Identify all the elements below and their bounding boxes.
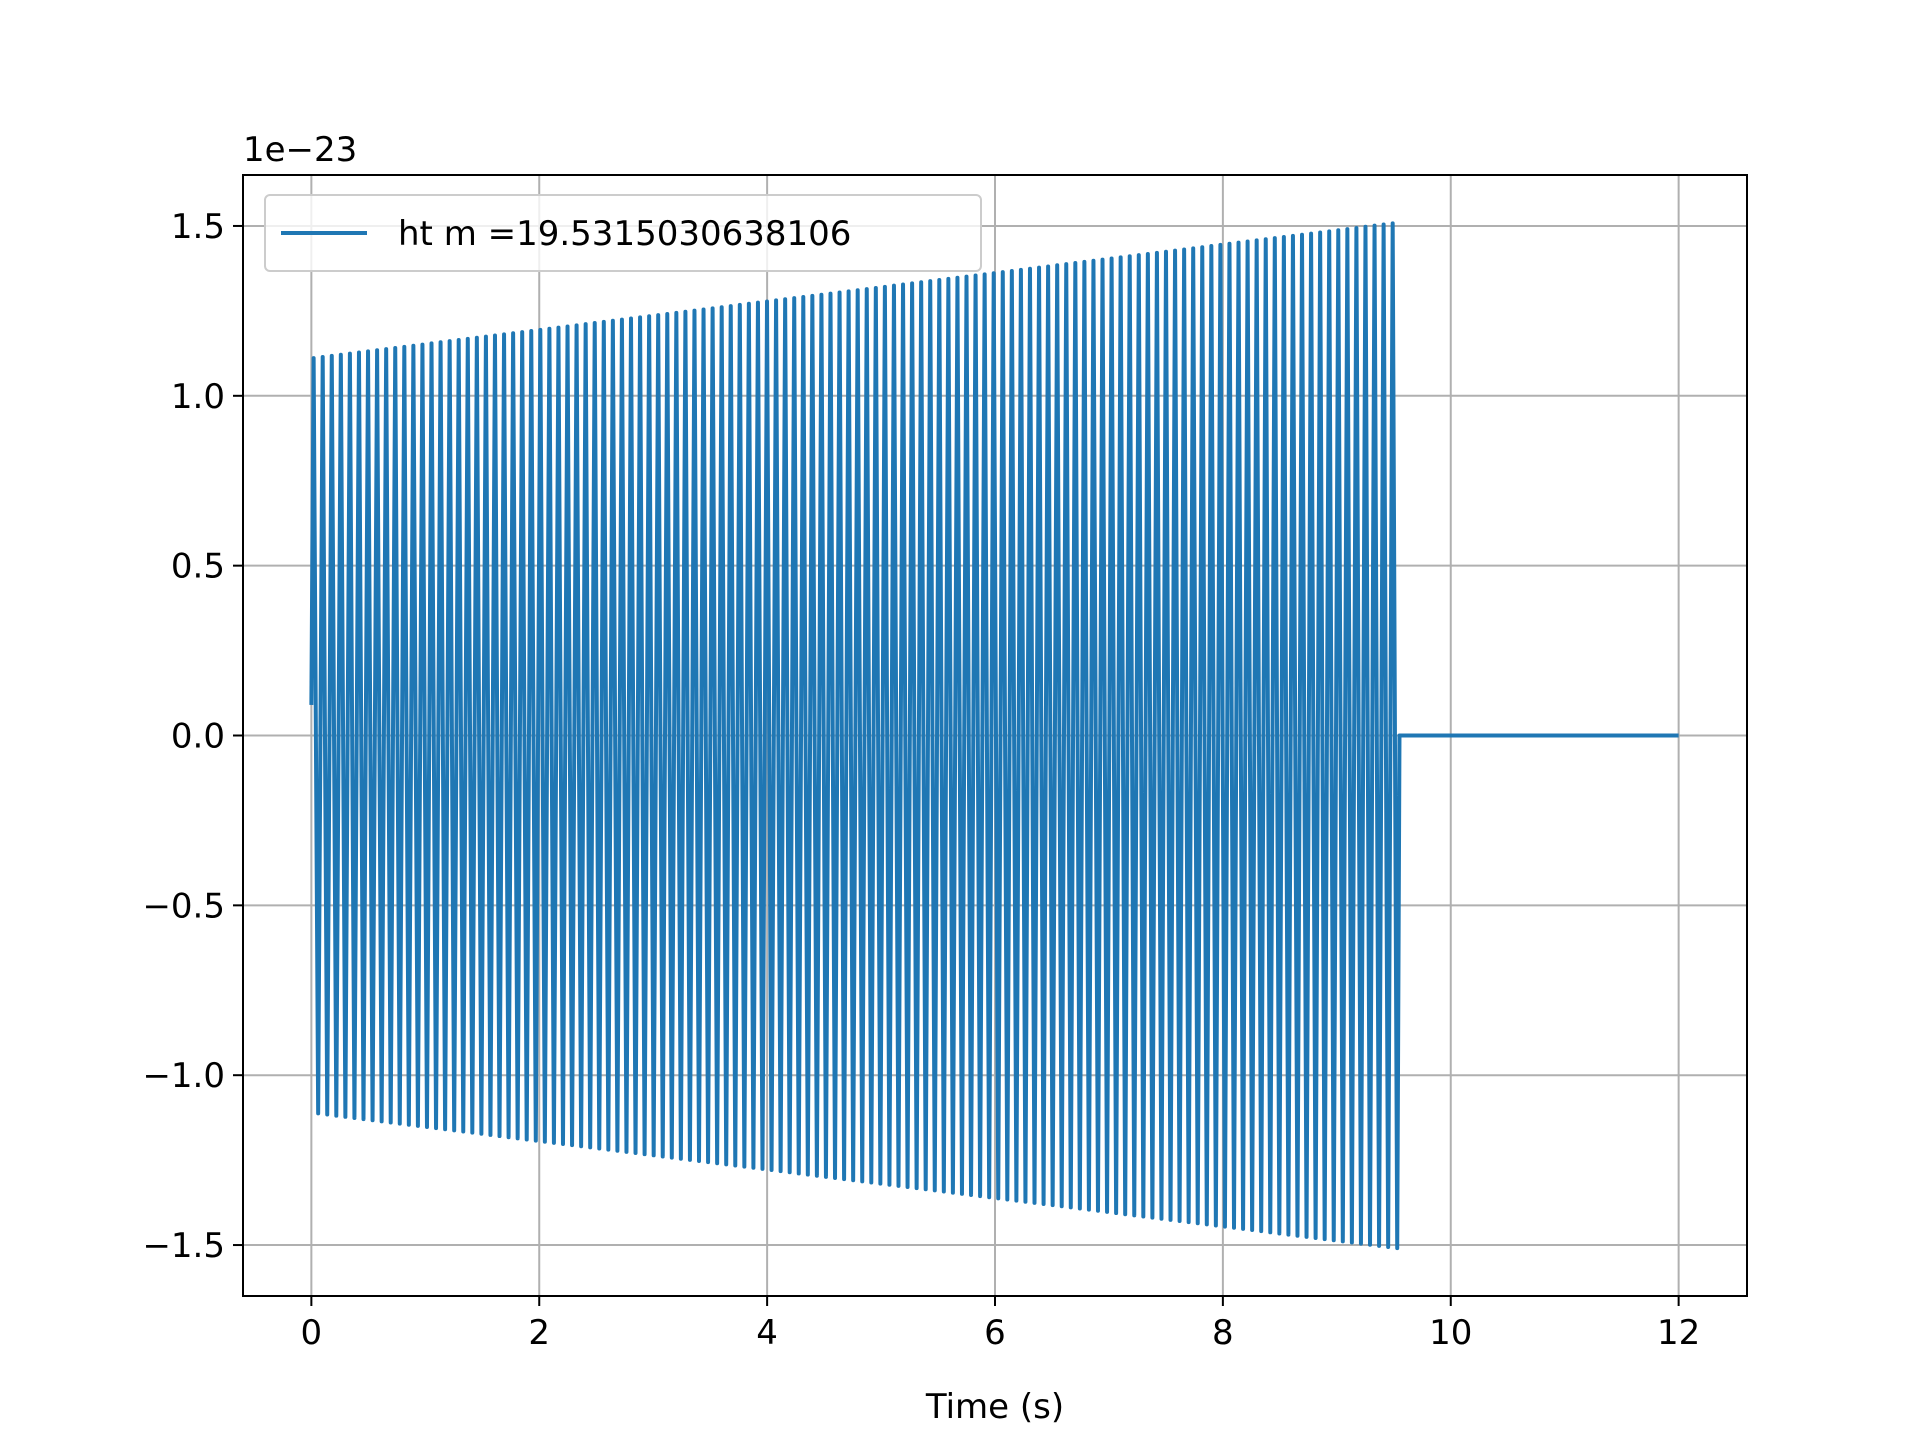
x-tick-label: 10: [1429, 1313, 1472, 1353]
x-tick-label: 8: [1212, 1313, 1234, 1353]
y-tick-label: −1.0: [142, 1056, 225, 1096]
y-tick-label: −0.5: [142, 886, 225, 926]
y-tick-label: 0.5: [171, 547, 225, 587]
x-tick-label: 12: [1657, 1313, 1700, 1353]
y-tick-label: 1.0: [171, 377, 225, 417]
y-offset-label: 1e−23: [243, 130, 357, 170]
x-tick-label: 4: [756, 1313, 778, 1353]
legend: ht m =19.5315030638106: [264, 194, 982, 272]
y-tick-label: 1.5: [171, 207, 225, 247]
y-tick-label: 0.0: [171, 717, 225, 757]
y-tick-label: −1.5: [142, 1226, 225, 1266]
series-line: [309, 221, 1679, 1251]
series-layer: [309, 221, 1679, 1251]
x-axis-label: Time (s): [925, 1387, 1064, 1427]
x-tick-label: 2: [528, 1313, 550, 1353]
x-tick-label: 0: [301, 1313, 323, 1353]
x-tick-label: 6: [984, 1313, 1006, 1353]
ticks: 0 2 4 6 8 10 12 −1.5 −1.0 −0.5 0.0 0.5 1.0 1.5: [142, 207, 1700, 1353]
legend-label: ht m =19.5315030638106: [398, 214, 851, 254]
legend-box: [264, 194, 982, 272]
